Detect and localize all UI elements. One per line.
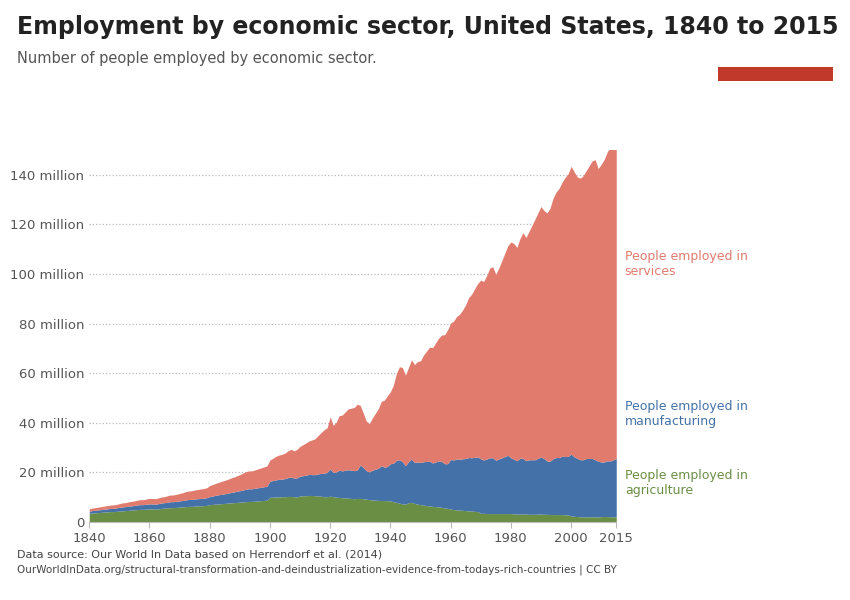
FancyBboxPatch shape — [718, 67, 833, 81]
Text: People employed in
services: People employed in services — [625, 250, 748, 278]
Text: Number of people employed by economic sector.: Number of people employed by economic se… — [17, 51, 377, 66]
Text: People employed in
agriculture: People employed in agriculture — [625, 469, 748, 497]
Text: Employment by economic sector, United States, 1840 to 2015: Employment by economic sector, United St… — [17, 15, 838, 39]
Text: in Data: in Data — [751, 47, 800, 60]
Text: Our World: Our World — [742, 28, 809, 41]
Text: OurWorldInData.org/structural-transformation-and-deindustrialization-evidence-fr: OurWorldInData.org/structural-transforma… — [17, 564, 617, 575]
Text: Data source: Our World In Data based on Herrendorf et al. (2014): Data source: Our World In Data based on … — [17, 549, 382, 559]
Text: People employed in
manufacturing: People employed in manufacturing — [625, 400, 748, 428]
